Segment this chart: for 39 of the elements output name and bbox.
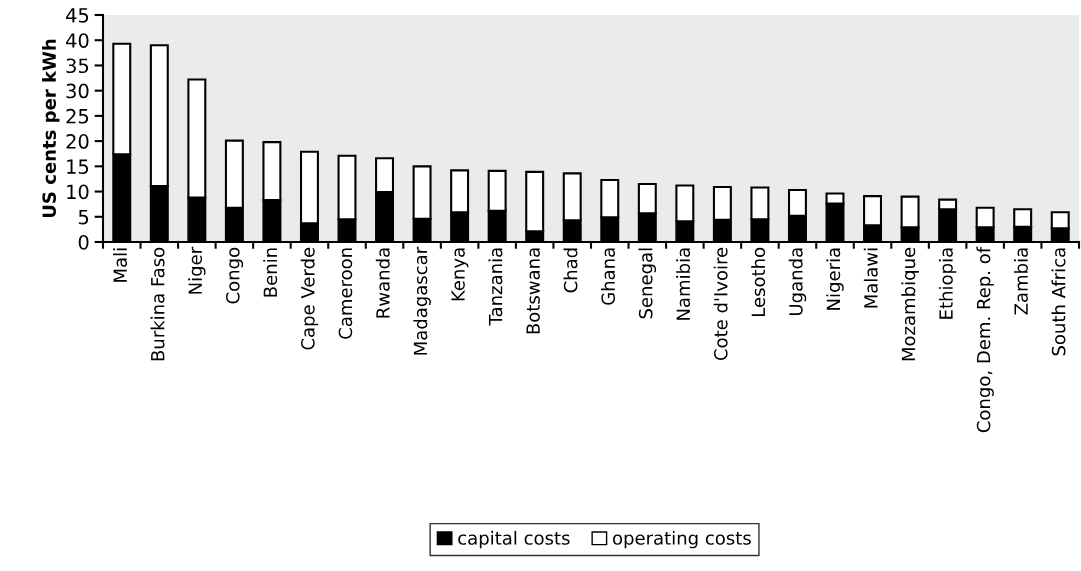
y-tick-label: 45	[66, 8, 89, 23]
x-tick-label: Chad	[563, 248, 578, 293]
x-tick-label: Niger	[188, 246, 206, 294]
x-tick-label: Congo	[225, 247, 244, 304]
x-tick-label: Rwanda	[375, 248, 390, 318]
y-tick-label: 5	[78, 209, 89, 225]
x-tick-label: Cape Verde	[300, 247, 319, 350]
legend-label: operating costs	[613, 530, 751, 549]
x-tick-label: Namibia	[676, 248, 691, 320]
x-tick-label: South Africa	[1051, 248, 1066, 356]
x-tick-label: Nigeria	[826, 248, 844, 310]
y-tick-label: 0	[78, 234, 89, 250]
x-tick-label: Uganda	[788, 248, 807, 315]
x-tick-label: Madagascar	[413, 246, 431, 355]
x-tick-label: Cote d'Ivoire	[713, 247, 728, 361]
legend-label: capital costs	[458, 530, 570, 549]
x-tick-label: Mozambique	[901, 247, 919, 361]
y-tick-label: 20	[66, 134, 89, 149]
x-tick-label: Botswana	[526, 248, 540, 334]
y-axis-title: US cents per kWh	[42, 39, 60, 218]
y-tick-label: 10	[67, 184, 89, 200]
x-tick-label: Lesotho	[751, 247, 766, 316]
x-tick-label: Malawi	[863, 248, 878, 308]
y-tick-label: 30	[66, 83, 89, 99]
x-tick-label: Tanzania	[488, 248, 503, 326]
x-tick-label: Cameroon	[338, 248, 353, 339]
y-tick-label: 40	[66, 33, 89, 48]
x-tick-label: Zambia	[1013, 248, 1028, 315]
x-tick-label: Kenya	[451, 248, 469, 301]
x-tick-label: Ethiopia	[938, 248, 957, 319]
x-tick-label: Benin	[263, 248, 278, 297]
y-tick-label: 35	[66, 58, 89, 74]
x-tick-label: Ghana	[601, 248, 616, 305]
y-tick-label: 25	[66, 108, 89, 124]
x-tick-label: Senegal	[638, 248, 657, 319]
x-tick-label: Mali	[113, 248, 128, 282]
y-tick-label: 15	[67, 159, 89, 174]
x-tick-label: Burkina Faso	[150, 247, 165, 361]
x-tick-label: Congo, Dem. Rep. of	[976, 246, 994, 433]
